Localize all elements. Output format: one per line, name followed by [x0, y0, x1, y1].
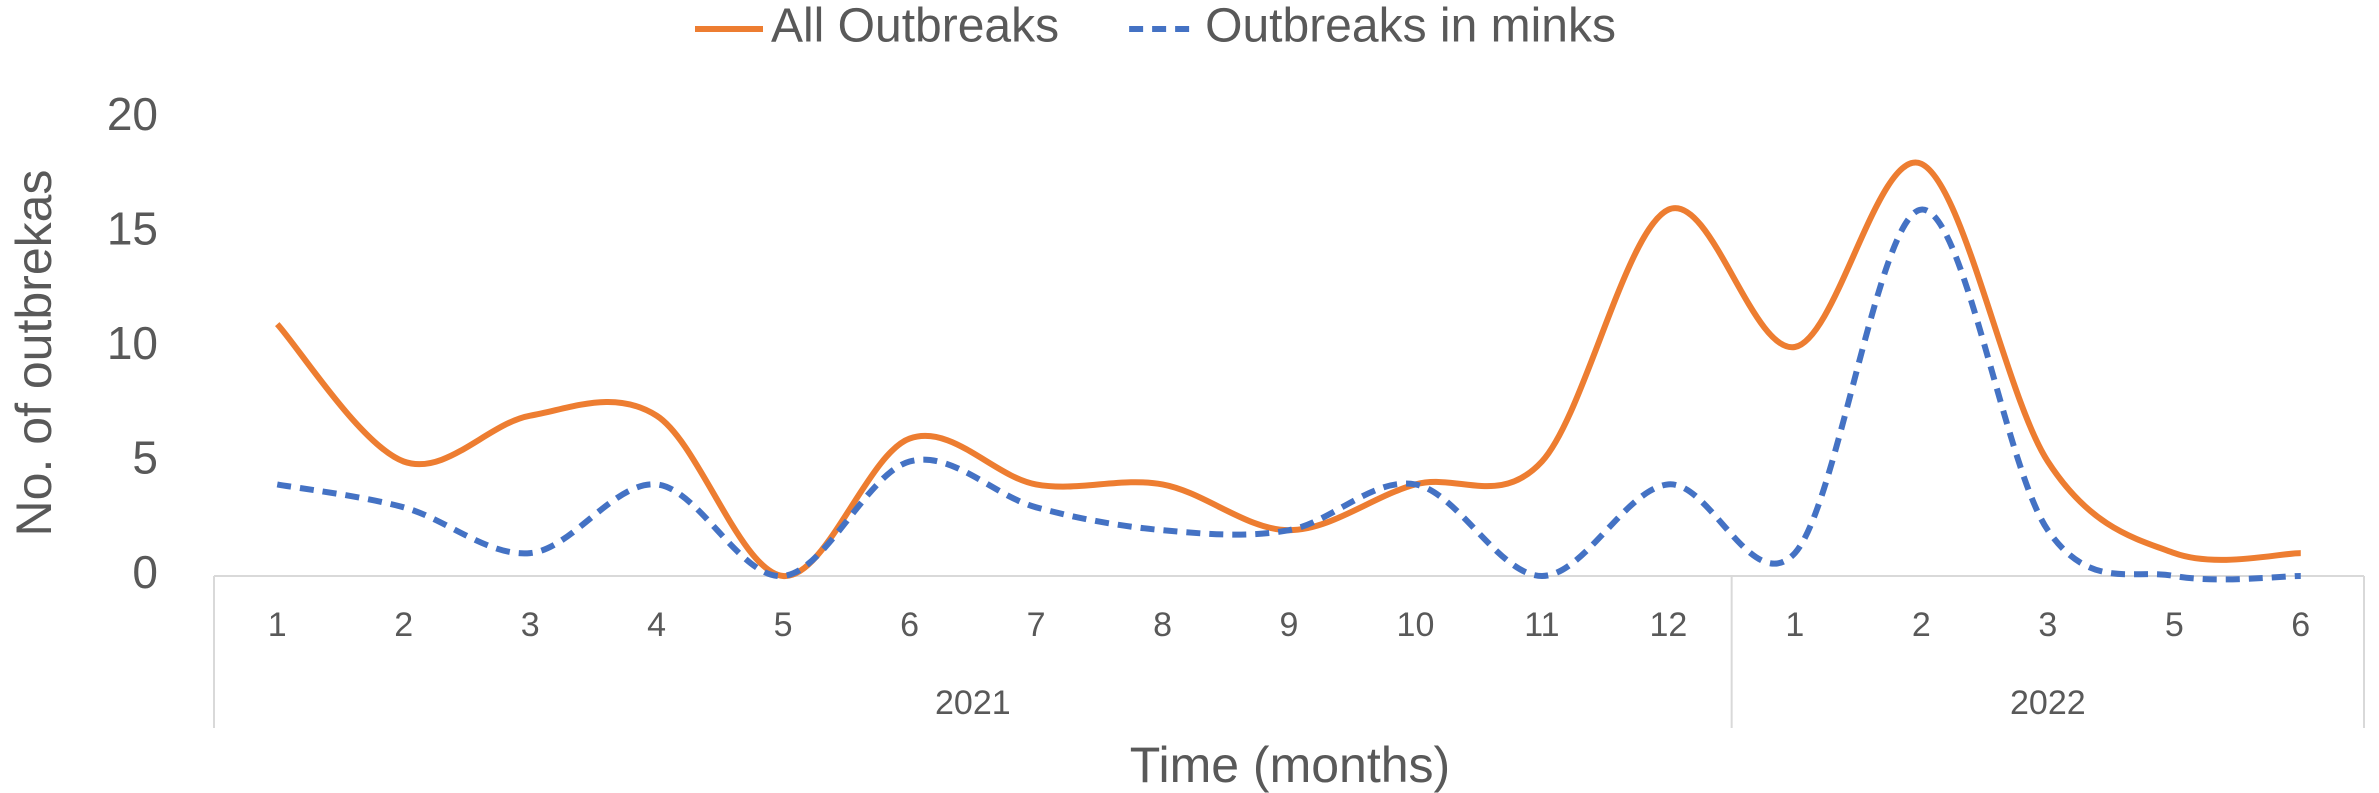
- group-label: 2022: [2010, 684, 2086, 722]
- y-axis-title: No. of outbrekas: [6, 170, 62, 537]
- x-tick-label: 2: [394, 606, 413, 644]
- x-tick-label: 3: [2038, 606, 2057, 644]
- x-tick-label: 6: [900, 606, 919, 644]
- legend-label: Outbreaks in minks: [1205, 0, 1616, 53]
- x-tick-label: 10: [1397, 606, 1435, 644]
- x-tick-label: 2: [1912, 606, 1931, 644]
- x-tick-label: 1: [268, 606, 287, 644]
- line-series: [276, 206, 2301, 583]
- y-tick-label: 5: [132, 432, 158, 484]
- x-tick-label: 8: [1153, 606, 1172, 644]
- y-tick-label: 0: [132, 546, 158, 598]
- y-tick-label: 15: [107, 203, 158, 255]
- x-tick-label: 9: [1280, 606, 1299, 644]
- x-tick-label: 6: [2291, 606, 2310, 644]
- group-label: 2021: [935, 684, 1011, 722]
- x-tick-label: 4: [647, 606, 666, 644]
- x-tick-label: 5: [774, 606, 793, 644]
- x-tick-label: 3: [521, 606, 540, 644]
- x-axis-title: Time (months): [1130, 737, 1450, 793]
- y-tick-label: 20: [107, 88, 158, 140]
- legend-label: All Outbreaks: [771, 0, 1059, 53]
- x-tick-label: 1: [1785, 606, 1804, 644]
- x-tick-label: 12: [1649, 606, 1687, 644]
- x-tick-label: 5: [2165, 606, 2184, 644]
- x-tick-label: 7: [1027, 606, 1046, 644]
- line-series: [275, 159, 2301, 579]
- x-tick-label: 11: [1524, 606, 1559, 644]
- y-tick-label: 10: [107, 317, 158, 369]
